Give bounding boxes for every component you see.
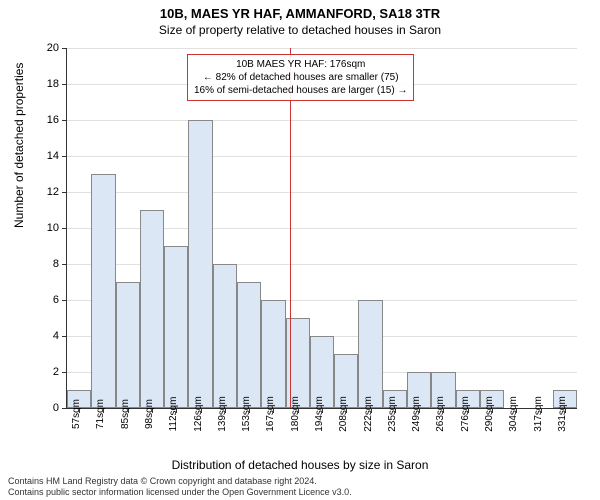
x-tick-label: 139sqm <box>217 396 228 432</box>
y-tick-label: 14 <box>47 150 67 162</box>
histogram-bar <box>140 210 164 408</box>
marker-line <box>290 48 291 408</box>
y-tick-label: 8 <box>53 258 67 270</box>
y-tick-label: 18 <box>47 78 67 90</box>
histogram-bar <box>261 300 285 408</box>
x-tick-label: 276sqm <box>460 396 471 432</box>
y-tick-label: 12 <box>47 186 67 198</box>
histogram-bar <box>116 282 140 408</box>
x-tick-label: 304sqm <box>508 396 519 432</box>
y-tick-label: 2 <box>53 366 67 378</box>
histogram-bar <box>213 264 237 408</box>
x-tick-label: 57sqm <box>71 399 82 429</box>
gridline <box>67 192 577 193</box>
chart-title: 10B, MAES YR HAF, AMMANFORD, SA18 3TR <box>0 0 600 21</box>
x-tick-label: 208sqm <box>338 396 349 432</box>
y-tick-label: 4 <box>53 330 67 342</box>
chart-container: 10B, MAES YR HAF, AMMANFORD, SA18 3TR Si… <box>0 0 600 500</box>
footer-line2: Contains public sector information licen… <box>8 487 352 498</box>
x-tick-label: 126sqm <box>193 396 204 432</box>
x-tick-label: 71sqm <box>95 399 106 429</box>
gridline <box>67 48 577 49</box>
y-tick-label: 20 <box>47 42 67 54</box>
x-tick-label: 167sqm <box>265 396 276 432</box>
x-tick-label: 153sqm <box>241 396 252 432</box>
histogram-bar <box>164 246 188 408</box>
x-tick-label: 222sqm <box>363 396 374 432</box>
gridline <box>67 120 577 121</box>
x-tick-label: 263sqm <box>435 396 446 432</box>
y-axis-label: Number of detached properties <box>12 63 26 228</box>
y-tick-label: 10 <box>47 222 67 234</box>
annotation-box: 10B MAES YR HAF: 176sqm← 82% of detached… <box>187 54 414 101</box>
x-tick-label: 249sqm <box>411 396 422 432</box>
y-tick-label: 0 <box>53 402 67 414</box>
x-tick-label: 194sqm <box>314 396 325 432</box>
histogram-bar <box>91 174 115 408</box>
x-tick-label: 290sqm <box>484 396 495 432</box>
gridline <box>67 156 577 157</box>
histogram-bar <box>358 300 382 408</box>
plot-area: 0246810121416182057sqm71sqm85sqm98sqm112… <box>66 48 577 409</box>
y-tick-label: 6 <box>53 294 67 306</box>
histogram-bar <box>286 318 310 408</box>
footer-line1: Contains HM Land Registry data © Crown c… <box>8 476 352 487</box>
annotation-line1: 10B MAES YR HAF: 176sqm <box>194 58 407 71</box>
x-axis-label: Distribution of detached houses by size … <box>0 458 600 472</box>
footer-text: Contains HM Land Registry data © Crown c… <box>8 476 352 498</box>
chart-subtitle: Size of property relative to detached ho… <box>0 21 600 37</box>
x-tick-label: 112sqm <box>168 397 179 432</box>
x-tick-label: 317sqm <box>533 396 544 432</box>
annotation-line3: 16% of semi-detached houses are larger (… <box>194 84 407 97</box>
y-tick-label: 16 <box>47 114 67 126</box>
histogram-bar <box>237 282 261 408</box>
x-tick-label: 98sqm <box>144 399 155 429</box>
histogram-bar <box>188 120 212 408</box>
annotation-line2: ← 82% of detached houses are smaller (75… <box>194 71 407 84</box>
x-tick-label: 331sqm <box>557 396 568 432</box>
x-tick-label: 235sqm <box>387 396 398 432</box>
x-tick-label: 85sqm <box>120 399 131 429</box>
